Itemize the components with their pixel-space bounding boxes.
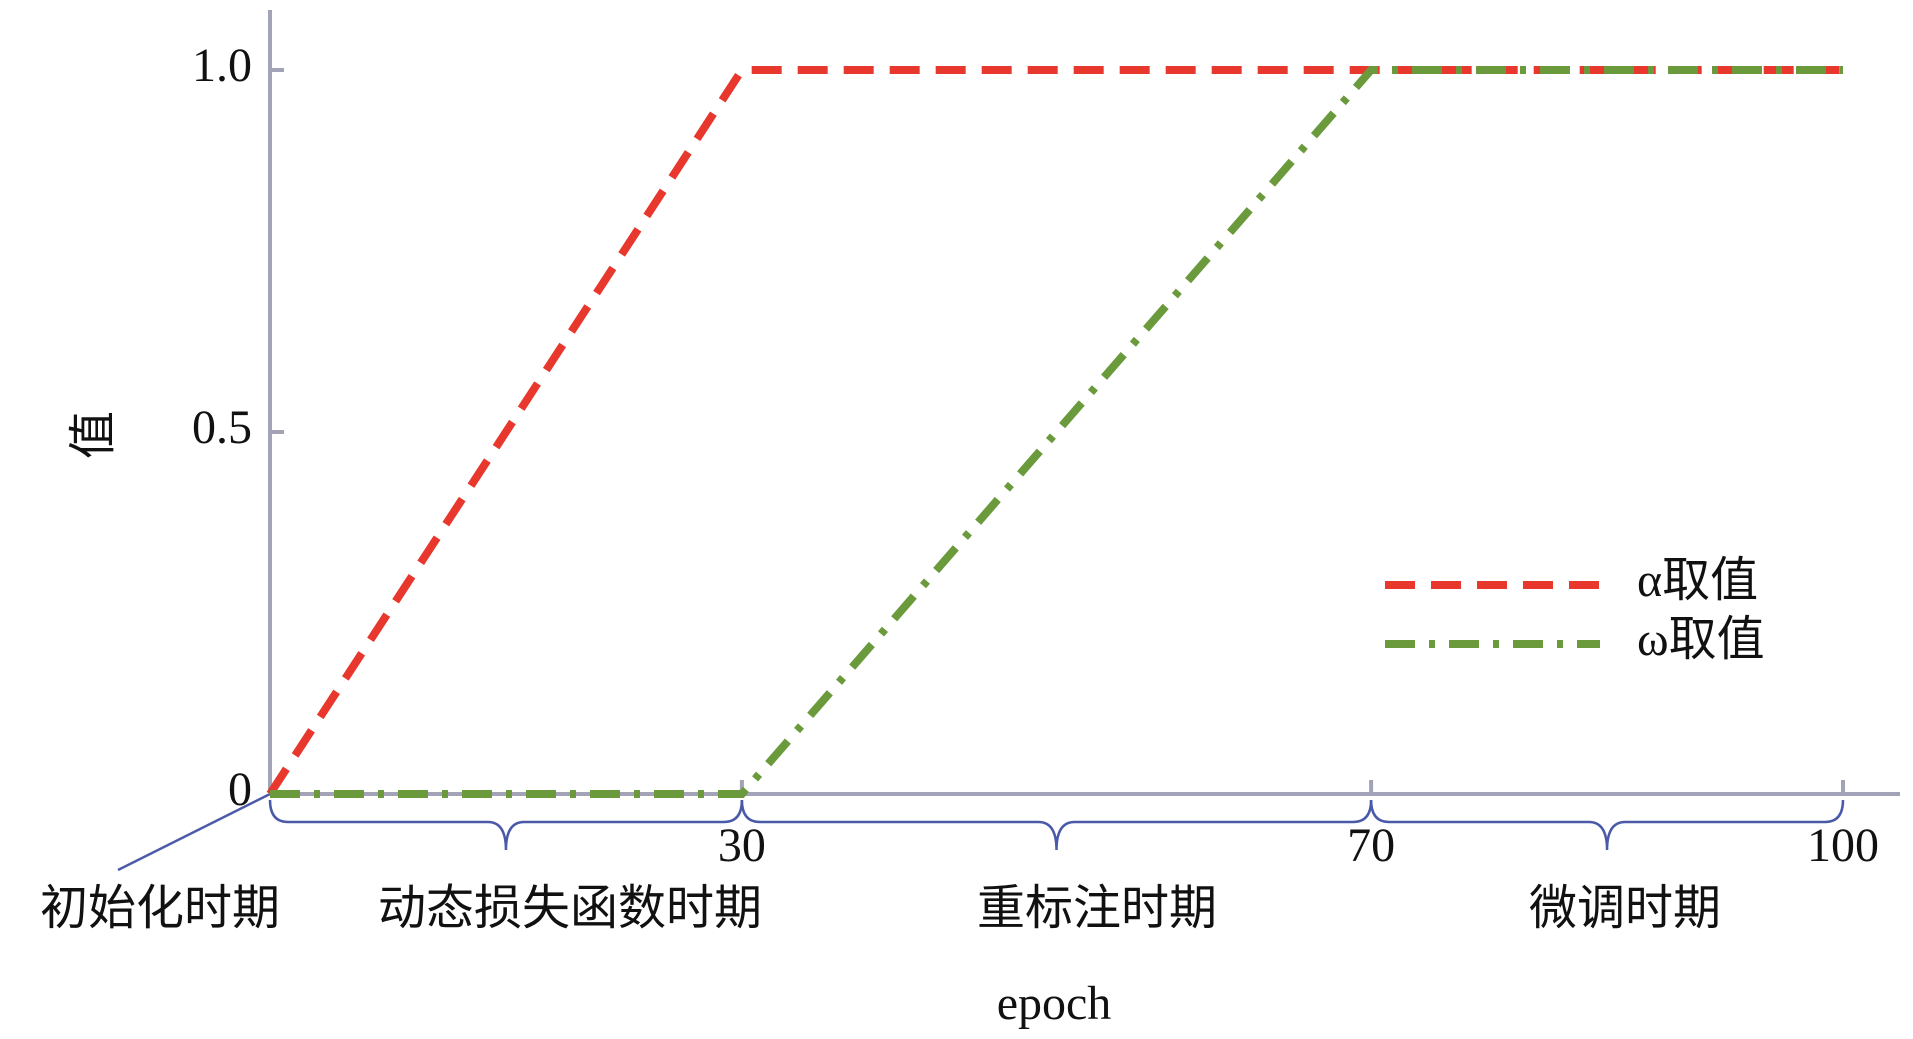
- legend-label: ω取值: [1637, 613, 1765, 666]
- phase-pointer: [117, 792, 271, 872]
- series-line: [266, 66, 1843, 797]
- legend-label: α取值: [1637, 554, 1758, 607]
- phase-brace: [1369, 799, 1845, 851]
- phase-brace: [268, 799, 744, 851]
- y-axis-label: 值: [67, 411, 120, 459]
- y-tick-label: 0: [228, 763, 252, 816]
- phase-label: 微调时期: [1529, 882, 1721, 935]
- phase-label: 动态损失函数时期: [378, 882, 762, 935]
- x-axis-label: epoch: [997, 977, 1112, 1030]
- phase-label: 重标注时期: [977, 882, 1217, 935]
- series-line: [270, 66, 1843, 798]
- phase-label: 初始化时期: [40, 882, 280, 935]
- phase-brace: [740, 799, 1373, 851]
- y-tick-label: 1.0: [192, 39, 252, 92]
- x-tick-label: 30: [718, 819, 766, 872]
- y-tick-label: 0.5: [192, 401, 252, 454]
- x-tick-label: 70: [1347, 819, 1395, 872]
- x-tick-label: 100: [1807, 819, 1879, 872]
